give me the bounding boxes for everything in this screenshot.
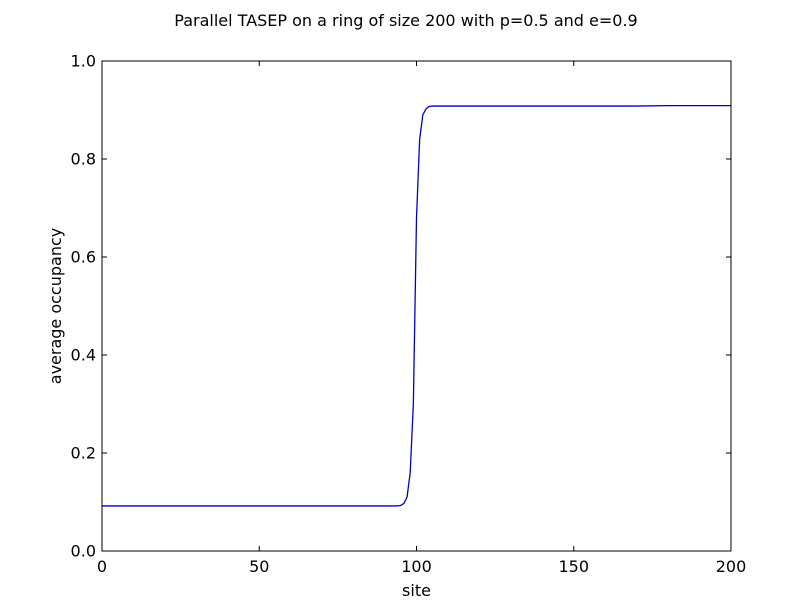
x-axis-label: site xyxy=(402,581,431,600)
plot-series xyxy=(102,104,731,507)
y-tick-label: 0.0 xyxy=(71,542,96,561)
y-tick-label: 0.8 xyxy=(71,150,96,169)
series-line xyxy=(102,104,731,507)
x-tick-label: 150 xyxy=(558,557,589,576)
x-tick-label: 0 xyxy=(97,557,107,576)
chart-title: Parallel TASEP on a ring of size 200 wit… xyxy=(174,11,637,30)
y-ticks: 0.0 0.2 0.4 0.6 0.8 1.0 xyxy=(71,52,731,561)
y-tick-label: 0.6 xyxy=(71,248,96,267)
x-ticks: 0 50 100 150 200 xyxy=(97,61,746,576)
y-axis-label: average occupancy xyxy=(46,228,65,384)
x-tick-label: 50 xyxy=(249,557,269,576)
plot-frame xyxy=(101,60,732,552)
y-tick-label: 0.2 xyxy=(71,444,96,463)
x-tick-label: 100 xyxy=(401,557,432,576)
y-tick-label: 1.0 xyxy=(71,52,96,71)
y-tick-label: 0.4 xyxy=(71,346,96,365)
x-tick-label: 200 xyxy=(716,557,747,576)
